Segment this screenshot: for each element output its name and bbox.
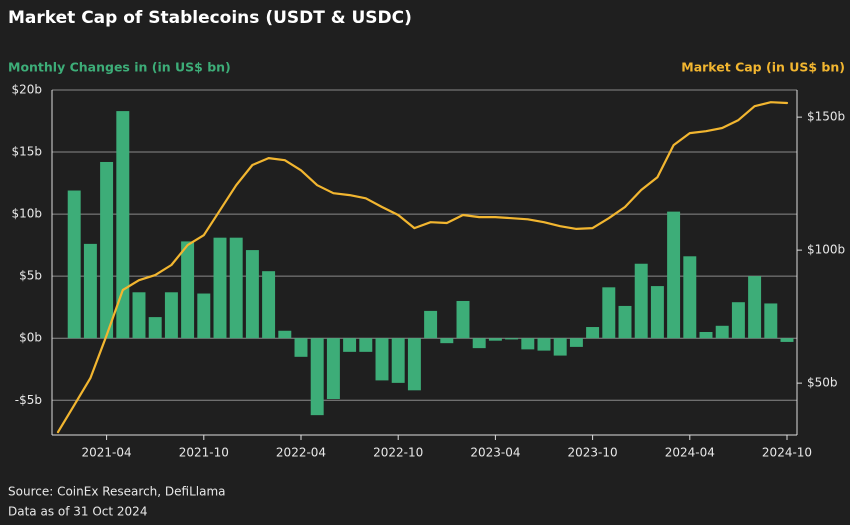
bar — [440, 338, 454, 344]
bar — [326, 338, 340, 400]
y-tick-label: $15b — [11, 145, 42, 159]
bar — [715, 325, 729, 339]
y2-tick-label: $100b — [807, 243, 845, 257]
bar — [618, 305, 632, 339]
bar — [488, 338, 502, 341]
bar — [343, 338, 357, 352]
bar — [586, 327, 600, 339]
y2-tick-label: $50b — [807, 376, 838, 390]
y-tick-label: $10b — [11, 207, 42, 221]
bar — [375, 338, 389, 381]
x-tick-label: 2022-04 — [276, 446, 326, 460]
bar — [764, 303, 778, 339]
bar — [294, 338, 308, 357]
bar — [650, 286, 664, 339]
x-tick-label: 2022-10 — [373, 446, 423, 460]
market-cap-line — [56, 101, 789, 434]
x-tick-label: 2023-04 — [470, 446, 520, 460]
bar — [569, 338, 583, 347]
bar — [667, 211, 681, 339]
bar — [359, 338, 373, 352]
bar — [181, 241, 195, 339]
bar — [197, 293, 211, 339]
bar — [83, 243, 97, 339]
bar — [229, 237, 243, 339]
bar — [748, 276, 762, 339]
bar — [407, 338, 421, 391]
bar — [537, 338, 551, 351]
bar — [213, 237, 227, 339]
bar — [116, 111, 130, 339]
bar — [521, 338, 535, 350]
x-tick-label: 2021-04 — [82, 446, 132, 460]
bar — [553, 338, 567, 356]
bar — [602, 287, 616, 339]
bar — [164, 292, 178, 339]
bar — [245, 250, 259, 339]
bar — [67, 190, 81, 339]
bar — [262, 271, 276, 339]
note: Data as of 31 Oct 2024 — [8, 505, 147, 519]
y-tick-label: $0b — [19, 331, 42, 345]
x-tick-label: 2024-10 — [762, 446, 812, 460]
bar — [310, 338, 324, 416]
bar — [148, 317, 162, 339]
bar — [456, 300, 470, 339]
bar — [683, 256, 697, 339]
bar — [278, 330, 292, 339]
bar — [472, 338, 486, 349]
bar — [100, 161, 114, 339]
bar — [505, 338, 519, 340]
y2-axis-label: Market Cap (in US$ bn) — [681, 60, 845, 75]
y-tick-label: $5b — [19, 269, 42, 283]
y-tick-label: -$5b — [15, 393, 42, 407]
bar — [699, 331, 713, 339]
bar — [424, 310, 438, 339]
bar — [391, 338, 405, 383]
bar — [132, 292, 146, 339]
x-tick-label: 2021-10 — [179, 446, 229, 460]
source: Source: CoinEx Research, DefiLlama — [8, 485, 226, 499]
y-tick-label: $20b — [11, 83, 42, 97]
bar — [634, 263, 648, 339]
bar — [731, 302, 745, 339]
x-tick-label: 2023-10 — [568, 446, 618, 460]
y2-tick-label: $150b — [807, 110, 845, 124]
chart-title: Market Cap of Stablecoins (USDT & USDC) — [8, 8, 412, 28]
y-axis-label: Monthly Changes in (in US$ bn) — [8, 60, 231, 75]
bar — [780, 338, 794, 342]
x-tick-label: 2024-04 — [665, 446, 715, 460]
